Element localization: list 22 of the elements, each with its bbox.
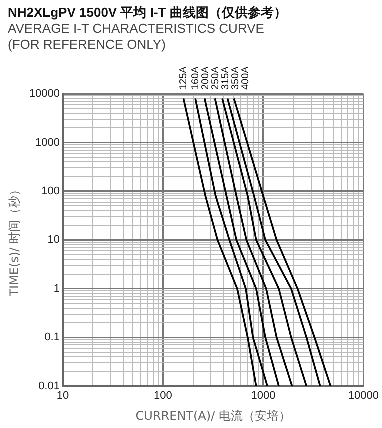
y-tick-label: 100 xyxy=(42,186,60,198)
text: 350A xyxy=(230,66,242,90)
text: 250A xyxy=(210,66,222,90)
y-tick-label: 1000 xyxy=(36,136,60,149)
x-tick-label: 10000 xyxy=(348,390,380,402)
x-axis-title: CURRENT(A)/ 电流（安培） xyxy=(136,408,291,423)
text: 125A xyxy=(178,66,190,90)
x-tick-label: 10 xyxy=(56,390,70,402)
y-axis-title: TIME(s)/ 时间（秒） xyxy=(7,184,22,298)
text: 400A xyxy=(240,66,252,90)
y-tick-label: 10 xyxy=(48,234,60,246)
y-tick-label: 1 xyxy=(54,282,60,295)
chart-subtitle: AVERAGE I-T CHARACTERISTICS CURVE (FOR REFERENCE ONLY) xyxy=(8,21,264,53)
y-tick-label: 0.01 xyxy=(38,380,60,392)
chart-title: NH2XLgPV 1500V 平均 I-T 曲线图（仅供参考） xyxy=(8,4,287,22)
x-tick-label: 1000 xyxy=(251,390,276,402)
text: 315A xyxy=(220,66,232,90)
y-tick-label: 0.1 xyxy=(44,332,60,344)
y-tick-label: 10000 xyxy=(29,88,60,100)
text: 160A xyxy=(190,66,202,90)
x-tick-label: 100 xyxy=(154,390,172,402)
text: 200A xyxy=(200,66,212,90)
